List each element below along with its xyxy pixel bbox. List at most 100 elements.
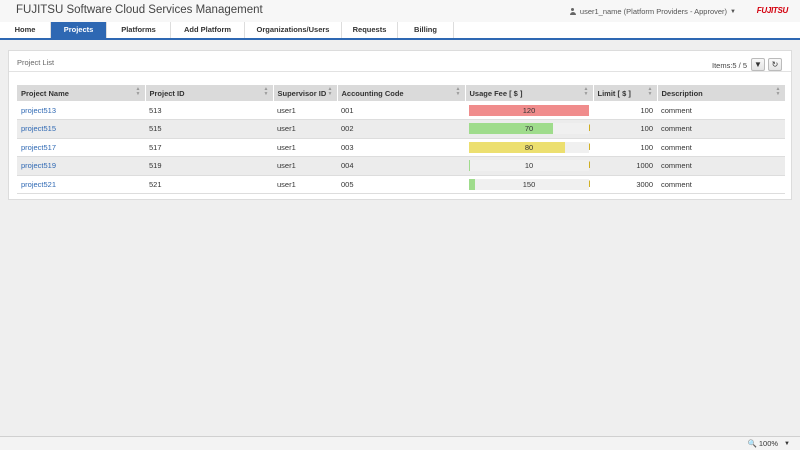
usage-bar-fill [469, 104, 589, 116]
col-supervisor-id[interactable]: Supervisor ID ▲ ▼ [273, 85, 338, 101]
chevron-down-icon: ▼ [784, 440, 790, 447]
cell-description: comment [657, 119, 785, 139]
cell-project-name: project517 [17, 138, 145, 157]
usage-bar-fill [469, 160, 470, 172]
panel-divider [9, 71, 791, 72]
app-title: FUJITSU Software Cloud Services Manageme… [16, 4, 263, 16]
project-table: Project Name ▲ ▼ Project ID ▲ ▼ Supervisor I… [17, 85, 786, 194]
cell-usage-fee: I 70 [465, 119, 593, 139]
col-project-id[interactable]: Project ID ▲ ▼ [145, 85, 274, 101]
usage-bar: I 70 [469, 123, 591, 135]
filter-icon: ▼ [754, 60, 762, 69]
app-header: FUJITSU Software Cloud Services Manageme… [0, 0, 800, 22]
cell-project-id: 515 [145, 119, 273, 139]
project-list-panel: Project List Items:5 / 5 ▼ ↻ Project Nam… [8, 50, 792, 200]
table-row: project521 521 user1 005 I 150 3000 comment [17, 175, 785, 194]
sort-icon: ▲ ▼ [455, 86, 461, 97]
cell-limit: 100 [593, 119, 657, 139]
usage-bar-fill [469, 178, 475, 190]
usage-bar-fill [469, 141, 565, 153]
cell-limit: 100 [593, 101, 657, 120]
sort-icon: ▲ ▼ [263, 86, 269, 97]
usage-bar: I 80 [469, 141, 591, 153]
cell-usage-fee: I 80 [465, 138, 593, 157]
usage-bar-label: 150 [522, 179, 536, 189]
cell-project-name: project521 [17, 175, 145, 194]
usage-bar-label: 10 [524, 161, 534, 171]
refresh-button[interactable]: ↻ [768, 58, 782, 71]
cell-project-name: project515 [17, 119, 145, 139]
zoom-level: 100% [758, 439, 779, 448]
panel-title: Project List [17, 58, 55, 67]
col-project-name[interactable]: Project Name ▲ ▼ [17, 85, 146, 101]
usage-bar-label: 120 [522, 105, 536, 115]
cell-project-id: 513 [145, 101, 273, 120]
cell-description: comment [657, 101, 785, 120]
cell-project-name: project513 [17, 101, 145, 120]
usage-bar: I 150 [469, 178, 591, 190]
cell-supervisor-id: user1 [273, 101, 337, 120]
col-label: Limit [ $ ] [597, 88, 631, 98]
cell-usage-fee: 120 [465, 101, 593, 120]
cell-accounting-code: 001 [337, 101, 465, 120]
sort-icon: ▲ ▼ [583, 86, 589, 97]
sort-icon: ▲ ▼ [647, 86, 653, 97]
nav-organizations-users[interactable]: Organizations/Users [245, 22, 342, 38]
usage-bar-label: 70 [524, 124, 534, 134]
cell-accounting-code: 002 [337, 119, 465, 139]
nav-projects[interactable]: Projects [51, 22, 107, 38]
cell-description: comment [657, 138, 785, 157]
cell-description: comment [657, 175, 785, 194]
usage-bar: I 10 [469, 160, 591, 172]
status-bar: 🔍 100% ▼ [0, 436, 800, 450]
fujitsu-logo: FUJITSU [756, 6, 789, 15]
col-label: Accounting Code [341, 88, 404, 98]
usage-bar-label: 80 [524, 142, 534, 152]
project-link[interactable]: project513 [21, 105, 57, 115]
cell-project-id: 521 [145, 175, 273, 194]
col-label: Project Name [21, 88, 69, 98]
chevron-down-icon: ▼ [730, 8, 736, 15]
nav-requests[interactable]: Requests [342, 22, 398, 38]
table-row: project517 517 user1 003 I 80 100 comment [17, 138, 785, 157]
table-row: project519 519 user1 004 I 10 1000 comment [17, 156, 785, 176]
table-row: project513 513 user1 001 120 100 comment [17, 101, 785, 120]
items-count: Items:5 / 5 [711, 61, 747, 70]
project-link[interactable]: project517 [21, 142, 57, 152]
nav-billing[interactable]: Billing [398, 22, 454, 38]
nav-home[interactable]: Home [0, 22, 51, 38]
limit-marker-icon: I [588, 178, 591, 189]
main-nav: Home Projects Platforms Add Platform Org… [0, 22, 800, 40]
cell-supervisor-id: user1 [273, 156, 337, 176]
limit-marker-icon: I [588, 123, 591, 134]
cell-usage-fee: I 150 [465, 175, 593, 194]
project-link[interactable]: project521 [21, 179, 57, 189]
sort-icon: ▲ ▼ [327, 86, 333, 97]
col-limit[interactable]: Limit [ $ ] ▲ ▼ [593, 85, 658, 101]
user-label: user1_name (Platform Providers - Approve… [579, 7, 728, 16]
cell-accounting-code: 005 [337, 175, 465, 194]
col-usage-fee[interactable]: Usage Fee [ $ ] ▲ ▼ [465, 85, 594, 101]
cell-project-id: 517 [145, 138, 273, 157]
col-description[interactable]: Description ▲ ▼ [657, 85, 786, 101]
limit-marker-icon: I [588, 141, 591, 152]
usage-bar-fill [469, 123, 553, 135]
cell-limit: 1000 [593, 156, 657, 176]
filter-button[interactable]: ▼ [751, 58, 765, 71]
nav-add-platform[interactable]: Add Platform [171, 22, 245, 38]
usage-bar: 120 [469, 104, 589, 116]
col-label: Project ID [149, 88, 185, 98]
col-label: Usage Fee [ $ ] [469, 88, 523, 98]
nav-platforms[interactable]: Platforms [107, 22, 171, 38]
cell-limit: 100 [593, 138, 657, 157]
sort-icon: ▲ ▼ [135, 86, 141, 97]
cell-usage-fee: I 10 [465, 156, 593, 176]
project-link[interactable]: project515 [21, 124, 57, 134]
cell-description: comment [657, 156, 785, 176]
user-menu[interactable]: user1_name (Platform Providers - Approve… [569, 7, 736, 16]
cell-project-id: 519 [145, 156, 273, 176]
col-accounting-code[interactable]: Accounting Code ▲ ▼ [337, 85, 466, 101]
project-link[interactable]: project519 [21, 161, 57, 171]
user-icon [569, 7, 577, 16]
zoom-control[interactable]: 🔍 100% ▼ [748, 439, 790, 448]
